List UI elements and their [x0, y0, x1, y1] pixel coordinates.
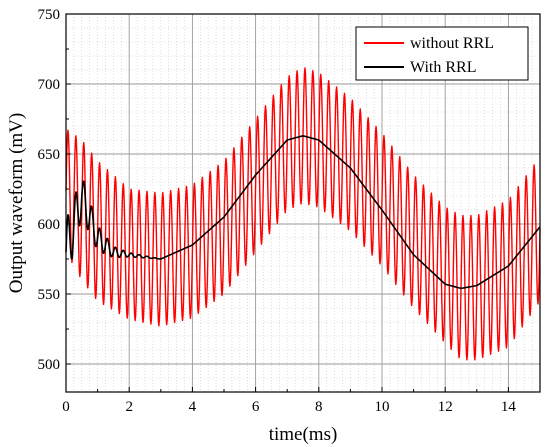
y-tick-label: 550 — [38, 287, 61, 303]
y-axis-title: Output waveform (mV) — [6, 113, 27, 293]
y-tick-label: 750 — [38, 7, 61, 23]
x-tick-label: 6 — [252, 399, 260, 415]
legend: without RRL With RRL — [355, 26, 529, 81]
y-tick-label: 700 — [38, 77, 61, 93]
x-tick-label: 8 — [315, 399, 323, 415]
x-tick-label: 10 — [375, 399, 390, 415]
plot-frame — [65, 13, 541, 393]
y-tick-label: 600 — [38, 217, 61, 233]
legend-label-without-rrl: without RRL — [410, 35, 494, 52]
ticks: 0 2 4 6 8 10 12 14 500 550 600 650 700 750 — [38, 7, 517, 415]
y-tick-label: 650 — [38, 147, 61, 163]
x-tick-label: 14 — [501, 399, 517, 415]
series-layer — [65, 67, 541, 361]
x-tick-label: 2 — [125, 399, 133, 415]
legend-label-with-rrl: With RRL — [410, 59, 476, 76]
legend-box — [355, 26, 529, 81]
x-axis-title: time(ms) — [269, 424, 338, 445]
x-tick-label: 12 — [438, 399, 453, 415]
x-tick-label: 4 — [189, 399, 197, 415]
series-line-with-rrl — [65, 135, 541, 290]
y-tick-label: 500 — [38, 357, 61, 373]
x-tick-label: 0 — [62, 399, 70, 415]
